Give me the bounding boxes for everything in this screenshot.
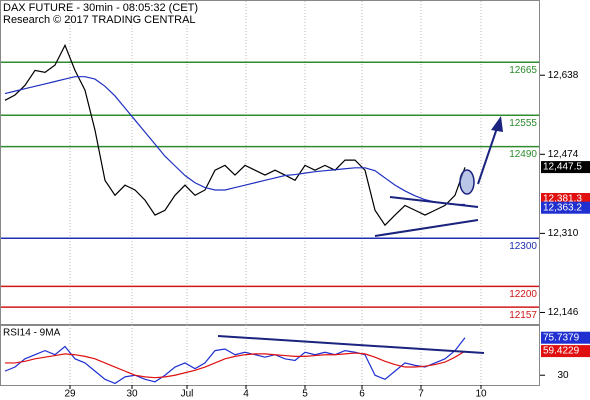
level-label: 12300 xyxy=(509,241,537,252)
price-label: 12,447.5 xyxy=(543,162,582,173)
price-panel xyxy=(0,0,540,325)
x-tick-label: 7 xyxy=(418,389,424,400)
x-tick-label: 6 xyxy=(359,389,365,400)
y-tick-label: 12,146 xyxy=(548,307,579,318)
chart-title: DAX FUTURE - 30min - 08:05:32 (CET) xyxy=(3,2,198,14)
y-tick-label: 12,638 xyxy=(548,70,579,81)
arrow-head xyxy=(491,116,503,132)
level-label: 12200 xyxy=(509,289,537,300)
x-tick-label: Jul xyxy=(181,389,194,400)
arrow-shaft xyxy=(477,127,498,185)
series-line xyxy=(4,43,466,227)
x-tick-label: 30 xyxy=(126,389,138,400)
price-label-box xyxy=(541,201,590,214)
price-label: 12,381.3 xyxy=(543,194,582,205)
x-tick-label: 5 xyxy=(302,389,308,400)
trendline xyxy=(374,219,479,237)
level-label: 12555 xyxy=(509,118,537,129)
highlight-ellipse xyxy=(459,169,475,195)
y-tick-label: 12,310 xyxy=(548,228,579,239)
level-label: 12490 xyxy=(509,149,537,160)
series-line xyxy=(4,337,466,385)
chart-subtitle: Research © 2017 TRADING CENTRAL xyxy=(3,14,196,26)
price-label-box xyxy=(541,345,590,358)
x-tick-label: 4 xyxy=(243,389,249,400)
level-label: 12665 xyxy=(509,65,537,76)
price-label: 59.4229 xyxy=(543,346,580,357)
level-label: 12157 xyxy=(509,310,537,321)
y-tick-label: 30 xyxy=(557,370,569,381)
series-line xyxy=(5,350,466,379)
x-tick-label: 29 xyxy=(64,389,76,400)
price-label: 12,363.2 xyxy=(543,202,582,213)
rsi-title: RSI14 - 9MA xyxy=(3,328,61,339)
x-tick-label: 10 xyxy=(475,389,487,400)
rsi-trendline xyxy=(217,335,485,354)
y-tick-label: 12,474 xyxy=(548,149,579,160)
series-line xyxy=(4,76,465,206)
price-label: 75.7379 xyxy=(543,332,580,343)
trendline xyxy=(389,196,479,208)
price-label-box xyxy=(541,331,590,344)
price-label-box xyxy=(541,161,590,174)
